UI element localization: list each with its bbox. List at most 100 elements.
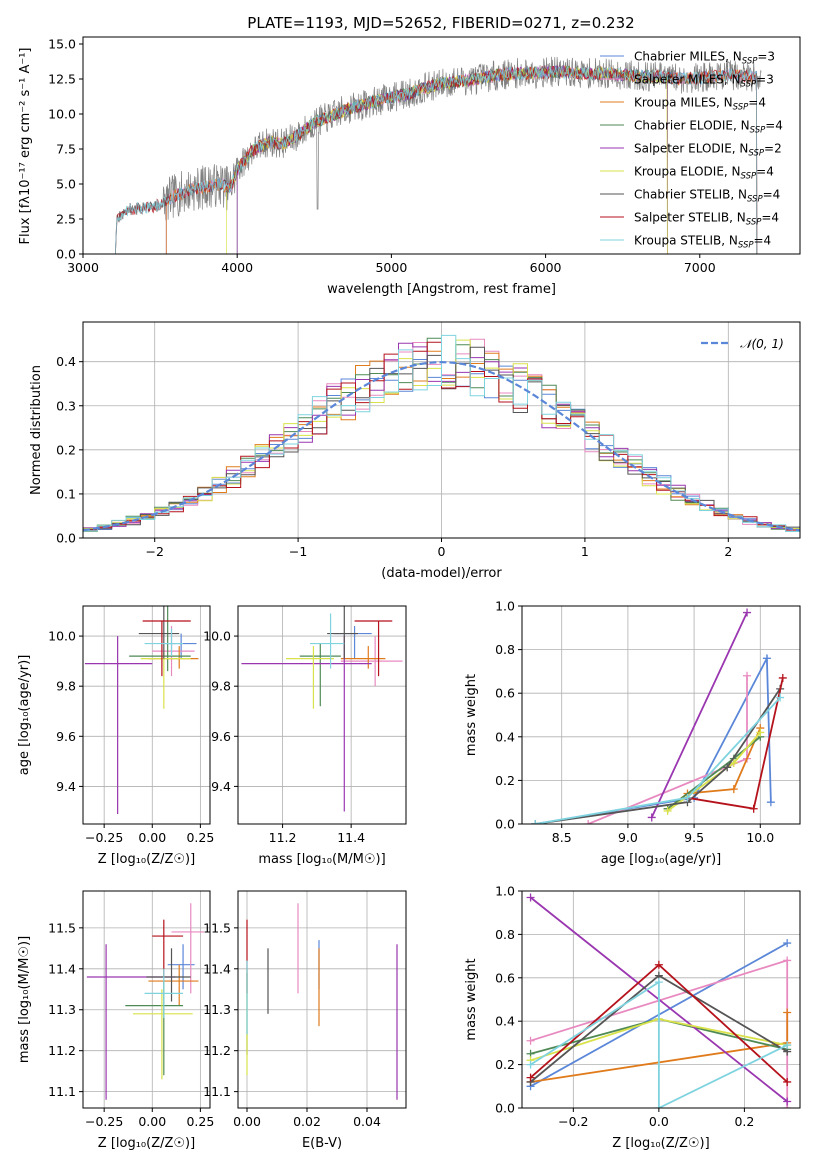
age-vs-Z-xtick-label-1: 0.00 — [138, 830, 166, 845]
massweight-vs-age-marker-salpeter-miles-0 — [584, 820, 593, 824]
spectrum-line-salpeter-stelib — [115, 65, 758, 254]
mass-vs-Z-panel: −0.25 0.00 0.25 11.1 11.2 11.3 11.4 11.5 Z [log₁… — [17, 890, 214, 1151]
age-vs-mass-ytick-label-1: 9.6 — [211, 729, 231, 744]
age-vs-Z-xlabel: Z [log₁₀(Z/Z☉)] — [98, 852, 195, 867]
spectrum-ytick-label-5: 12.5 — [48, 72, 76, 87]
mass-vs-Z-xlabel: Z [log₁₀(Z/Z☉)] — [98, 1136, 195, 1151]
mass-vs-EBV-ytick-label-2: 11.3 — [203, 1002, 231, 1017]
mass-vs-EBV-xtick-label-2: 0.04 — [353, 1114, 381, 1129]
residuals-ytick-label-0: 0.0 — [56, 531, 76, 546]
massweight-vs-age-line-salpeter-elodie — [650, 612, 748, 818]
massweight-vs-Z-ytick-label-5: 1.0 — [495, 884, 515, 899]
residuals-legend-label: 𝒩(0, 1) — [740, 337, 784, 351]
residuals-xlabel: (data-model)/error — [381, 566, 502, 581]
mass-vs-EBV-xtick-label-0: 0.00 — [233, 1114, 261, 1129]
age-vs-Z-frame — [82, 605, 211, 825]
massweight-vs-age-marker-kroupa-stelib-2 — [776, 693, 785, 702]
spectrum-xtick-label-1: 4000 — [221, 260, 253, 275]
residuals-histograms — [83, 334, 800, 532]
residuals-xtick-label-3: 1 — [581, 544, 589, 559]
mass-vs-Z-ytick-label-3: 11.4 — [48, 961, 76, 976]
mass-vs-EBV-frame — [237, 890, 407, 1109]
spectrum-legend: Chabrier MILES, NSSP=3 Salpeter MILES, NS… — [600, 50, 783, 251]
massweight-vs-Z-line-kroupa-stelib — [530, 980, 788, 1108]
spectrum-ytick-label-0: 0.0 — [56, 247, 76, 262]
massweight-vs-age-frame — [521, 605, 801, 825]
spectrum-ytick-label-1: 2.5 — [56, 212, 76, 227]
mass-vs-EBV-ytick-label-3: 11.4 — [203, 961, 231, 976]
spectrum-ytick-label-6: 15.0 — [48, 37, 76, 52]
residuals-ytick-label-1: 0.1 — [56, 486, 76, 501]
spectrum-line-kroupa-miles — [165, 65, 758, 254]
mass-vs-Z-frame — [82, 890, 211, 1109]
age-vs-Z-errorbars — [84, 606, 199, 814]
spectrum-legend-label-kroupa-elodie: Kroupa ELODIE, NSSP=4 — [634, 165, 774, 182]
massweight-vs-Z-ytick-label-4: 0.8 — [495, 927, 515, 942]
massweight-vs-age-marker-kroupa-stelib-0 — [531, 820, 540, 824]
massweight-vs-age-xlabel: age [log₁₀(age/yr)] — [601, 852, 722, 867]
mass-vs-EBV-xlabel: E(B-V) — [302, 1136, 342, 1151]
mass-vs-Z-xtick-label-0: −0.25 — [85, 1114, 123, 1129]
massweight-vs-Z-marker-salpeter-stelib-1 — [654, 960, 663, 969]
spectrum-xtick-label-2: 5000 — [375, 260, 407, 275]
residuals-xtick-label-2: 0 — [438, 544, 446, 559]
age-vs-Z-ylabel: age [log₁₀(age/yr)] — [17, 655, 32, 776]
residuals-hist-kroupa-stelib — [83, 334, 800, 532]
mass-vs-Z-xtick-label-1: 0.00 — [138, 1114, 166, 1129]
spectrum-line-kroupa-stelib — [115, 65, 758, 254]
massweight-vs-Z-ytick-label-0: 0.0 — [495, 1101, 515, 1116]
spectrum-ylabel: Flux [fλ10⁻¹⁷ erg cm⁻² s⁻¹ A⁻¹] — [18, 48, 33, 245]
massweight-vs-age-marker-kroupa-elodie-0 — [663, 806, 672, 815]
residuals-panel: −2 −1 0 1 2 0.0 0.1 0.2 0.3 0.4 (data-model)/error… — [29, 321, 801, 581]
age-vs-Z-xtick-label-0: −0.25 — [85, 830, 123, 845]
age-vs-Z-ytick-label-1: 9.6 — [56, 729, 76, 744]
mass-vs-Z-ytick-label-4: 11.5 — [48, 920, 76, 935]
massweight-vs-age-xtick-label-2: 9.5 — [684, 830, 704, 845]
spectrum-ytick-label-2: 5.0 — [56, 177, 76, 192]
massweight-vs-age-marker-salpeter-stelib-1 — [749, 804, 758, 813]
spectrum-legend-label-kroupa-stelib: Kroupa STELIB, NSSP=4 — [634, 234, 771, 251]
spectrum-legend-label-salpeter-elodie: Salpeter ELODIE, NSSP=2 — [634, 142, 782, 159]
mass-vs-EBV-panel: 0.00 0.02 0.04 11.1 11.2 11.3 11.4 11.5 E(B-V) — [203, 890, 407, 1151]
residuals-xtick-label-4: 2 — [724, 544, 732, 559]
massweight-vs-Z-marker-salpeter-miles-0 — [526, 1036, 535, 1045]
massweight-vs-age-lines — [531, 608, 787, 824]
mass-vs-EBV-ytick-label-0: 11.1 — [203, 1084, 231, 1099]
age-vs-Z-ytick-label-0: 9.4 — [56, 779, 76, 794]
spectrum-lines — [115, 56, 762, 254]
massweight-vs-Z-xtick-label-2: 0.2 — [734, 1114, 754, 1129]
mass-vs-Z-ytick-label-2: 11.3 — [48, 1002, 76, 1017]
massweight-vs-age-ytick-label-1: 0.2 — [495, 773, 515, 788]
mass-vs-EBV-xtick-label-1: 0.02 — [293, 1114, 321, 1129]
spectrum-panel: 3000 4000 5000 6000 7000 0.0 2.5 5.0 7.5 10.0 12.5… — [18, 36, 801, 297]
age-vs-mass-xtick-label-1: 11.4 — [337, 830, 365, 845]
massweight-vs-Z-xtick-label-1: 0.0 — [649, 1114, 669, 1129]
residuals-hist-chabrier-stelib — [83, 346, 800, 530]
age-vs-mass-ytick-label-0: 9.4 — [211, 779, 231, 794]
massweight-vs-age-line-chabrier-stelib — [535, 688, 781, 824]
massweight-vs-age-marker-salpeter-elodie-0 — [647, 813, 656, 822]
massweight-vs-age-marker-kroupa-stelib-1 — [683, 793, 692, 802]
spectrum-ytick-label-4: 10.0 — [48, 107, 76, 122]
massweight-vs-Z-ytick-label-2: 0.4 — [495, 1014, 515, 1029]
massweight-vs-Z-xtick-label-0: −0.2 — [558, 1114, 588, 1129]
spectrum-legend-label-salpeter-stelib: Salpeter STELIB, NSSP=4 — [634, 211, 779, 228]
age-vs-mass-panel: 11.2 11.4 9.4 9.6 9.8 10.0 mass [log₁₀(M/M☉)] — [203, 605, 407, 867]
massweight-vs-age-ytick-label-0: 0.0 — [495, 817, 515, 832]
massweight-vs-age-marker-kroupa-elodie-2 — [756, 728, 765, 737]
massweight-vs-age-ytick-label-5: 1.0 — [495, 599, 515, 614]
spectrum-xlabel: wavelength [Angstrom, rest frame] — [327, 282, 556, 297]
massweight-vs-Z-ytick-label-3: 0.6 — [495, 970, 515, 985]
massweight-vs-Z-lines — [526, 893, 792, 1108]
residuals-normal-curve — [83, 360, 800, 532]
massweight-vs-Z-marker-salpeter-elodie-1 — [783, 1097, 792, 1106]
mass-vs-Z-errorbars — [86, 903, 205, 1100]
figure-title: PLATE=1193, MJD=52652, FIBERID=0271, z=0… — [247, 14, 634, 32]
massweight-vs-Z-marker-salpeter-stelib-0 — [526, 1073, 535, 1082]
massweight-vs-age-marker-chabrier-stelib-2 — [723, 763, 732, 772]
massweight-vs-Z-marker-salpeter-miles-1 — [783, 956, 792, 965]
mass-vs-Z-ylabel: mass [log₁₀(M/M☉)] — [17, 936, 32, 1063]
massweight-vs-Z-xlabel: Z [log₁₀(Z/Z☉)] — [612, 1136, 709, 1151]
spectrum-xtick-label-3: 6000 — [530, 260, 562, 275]
massweight-vs-age-panel: 8.5 9.0 9.5 10.0 0.0 0.2 0.4 0.6 0.8 1.0 age [log₁… — [464, 599, 801, 867]
